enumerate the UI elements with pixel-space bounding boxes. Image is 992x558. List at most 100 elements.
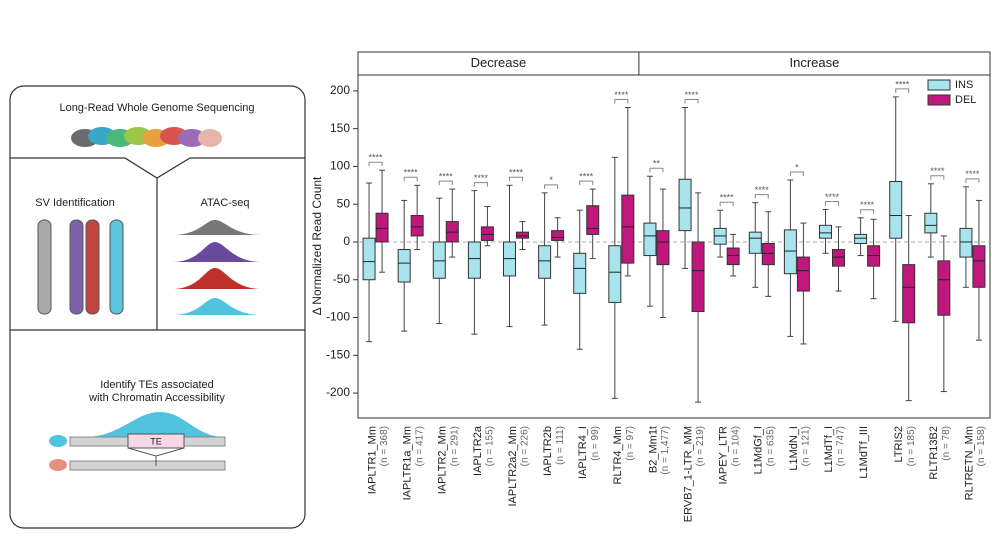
n-label: (n = 185) bbox=[906, 426, 917, 466]
significance-bracket bbox=[789, 171, 804, 177]
peak bbox=[172, 220, 262, 235]
y-axis-label: Δ Normalized Read Count bbox=[310, 176, 324, 315]
y-tick-label: 150 bbox=[330, 121, 350, 135]
te-label: TE bbox=[150, 436, 162, 446]
box bbox=[819, 224, 832, 239]
y-tick-label: -100 bbox=[326, 310, 350, 324]
x-tick-label: IAPLTR4_I bbox=[577, 426, 589, 479]
peak bbox=[172, 242, 262, 262]
significance-label: **** bbox=[369, 153, 384, 163]
significance-bracket bbox=[649, 167, 664, 173]
box bbox=[410, 215, 424, 237]
box bbox=[621, 194, 635, 264]
n-label: (n = 111) bbox=[555, 426, 566, 465]
mouse bbox=[198, 129, 222, 147]
step-title: Long-Read Whole Genome Sequencing bbox=[59, 102, 254, 114]
significance-label: **** bbox=[614, 90, 629, 100]
box bbox=[972, 245, 986, 288]
box bbox=[480, 226, 494, 241]
x-tick-label: B2_Mm1t bbox=[647, 426, 659, 473]
n-label: (n = 121) bbox=[801, 426, 812, 466]
box bbox=[748, 231, 762, 254]
significance-bracket bbox=[895, 88, 910, 93]
x-tick-label: L1MdTf_III bbox=[858, 426, 870, 479]
x-tick-label: IAPLTR2_Mm bbox=[437, 426, 449, 494]
step-title: ATAC-seq bbox=[200, 197, 249, 209]
x-tick-label: LTRIS2 bbox=[893, 426, 905, 462]
y-tick-label: 200 bbox=[330, 83, 350, 97]
box bbox=[551, 230, 565, 241]
significance-bracket bbox=[754, 194, 769, 199]
significance-label: **** bbox=[474, 173, 489, 183]
box bbox=[586, 205, 600, 235]
significance-label: **** bbox=[895, 79, 910, 89]
y-tick-label: -150 bbox=[326, 347, 350, 361]
x-tick-label: IAPLTR2a bbox=[472, 425, 484, 476]
significance-bracket bbox=[719, 201, 734, 207]
legend-label: INS bbox=[955, 79, 973, 91]
box bbox=[726, 247, 740, 266]
mouse bbox=[49, 435, 67, 447]
significance-label: ** bbox=[653, 159, 661, 169]
n-label: (n = 226) bbox=[520, 426, 531, 466]
box bbox=[362, 237, 376, 281]
x-tick-label: RLTRETN_Mm bbox=[963, 426, 975, 500]
y-tick-label: 0 bbox=[343, 234, 350, 248]
box bbox=[854, 233, 868, 244]
chromosome bbox=[37, 219, 52, 315]
x-tick-label: RLTR4_Mm bbox=[612, 426, 624, 484]
x-tick-label: IAPLTR2b bbox=[542, 426, 554, 476]
y-tick-label: -50 bbox=[333, 272, 351, 286]
n-label: (n = 104) bbox=[730, 426, 741, 466]
significance-label: **** bbox=[685, 90, 700, 100]
legend-label: DEL bbox=[955, 94, 976, 106]
step-title: with Chromatin Accessibility bbox=[88, 392, 225, 404]
group-label: Decrease bbox=[471, 55, 527, 70]
track bbox=[69, 460, 226, 471]
significance-bracket bbox=[473, 182, 488, 187]
n-label: (n = 417) bbox=[414, 426, 425, 466]
significance-bracket bbox=[579, 180, 594, 186]
x-tick-label: L1MdN_I bbox=[788, 426, 800, 471]
box bbox=[678, 178, 692, 232]
mice bbox=[71, 127, 222, 147]
schematic: Long-Read Whole Genome Sequencing SV Ide… bbox=[9, 85, 306, 529]
te-box bbox=[127, 433, 185, 449]
x-tick-label: IAPLTR1_Mm bbox=[366, 426, 378, 494]
box bbox=[937, 260, 951, 316]
significance-label: **** bbox=[825, 192, 840, 202]
x-tick-label: IAPLTR2a2_Mm bbox=[507, 426, 519, 507]
significance-label: **** bbox=[755, 185, 770, 195]
step-title: SV Identification bbox=[35, 197, 115, 209]
x-tick-label: RLTR13B2 bbox=[928, 426, 940, 480]
chromosome bbox=[69, 219, 84, 315]
significance-bracket bbox=[684, 98, 699, 104]
n-label: (n = 1,477) bbox=[660, 426, 671, 475]
plot-frame bbox=[357, 74, 991, 419]
n-label: (n = 78) bbox=[941, 426, 952, 461]
n-label: (n = 158) bbox=[976, 426, 987, 466]
box bbox=[573, 252, 587, 294]
step-title: Identify TEs associated bbox=[100, 379, 214, 391]
n-label: (n = 747) bbox=[836, 426, 847, 466]
box bbox=[902, 264, 916, 324]
group-label: Increase bbox=[790, 55, 840, 70]
box bbox=[397, 249, 411, 283]
peak bbox=[85, 412, 225, 437]
mouse bbox=[49, 459, 67, 471]
box bbox=[924, 212, 938, 234]
group-strip bbox=[357, 51, 991, 76]
significance-label: **** bbox=[930, 166, 945, 176]
n-label: (n = 291) bbox=[449, 426, 460, 466]
box bbox=[832, 249, 845, 267]
significance-label: * bbox=[795, 162, 799, 172]
x-tick-label: IAPEY_LTR bbox=[718, 426, 730, 485]
chromosome bbox=[85, 219, 100, 315]
box bbox=[516, 231, 529, 239]
significance-label: **** bbox=[404, 168, 419, 178]
funnel bbox=[127, 447, 185, 466]
y-tick-label: 50 bbox=[337, 196, 351, 210]
y-tick-label: -200 bbox=[326, 385, 350, 399]
